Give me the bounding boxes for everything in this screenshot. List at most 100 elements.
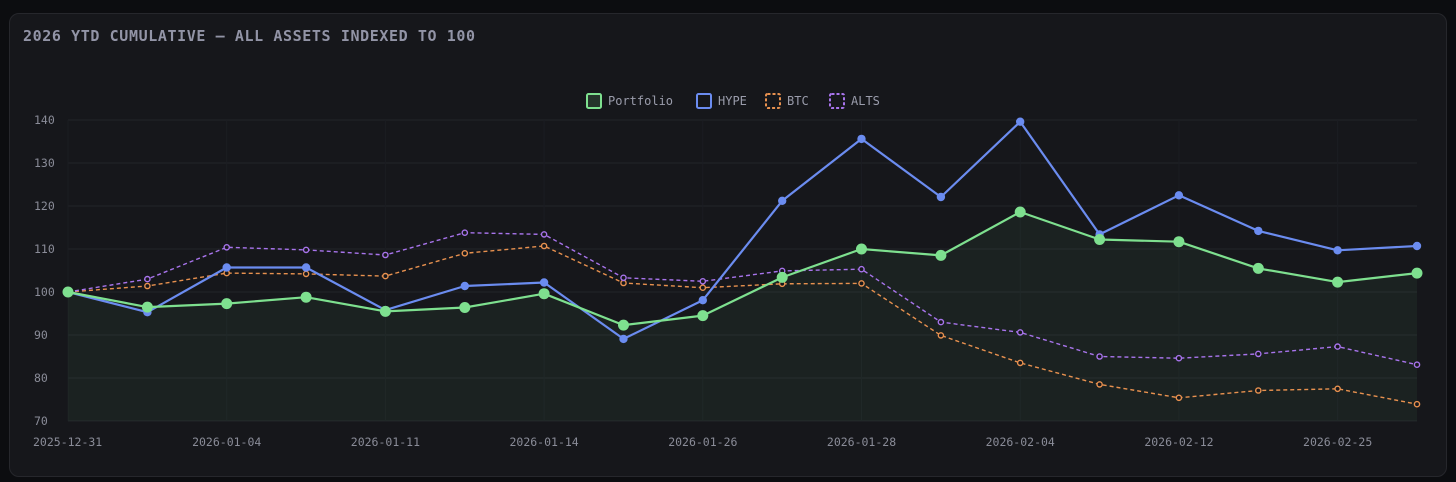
- data-point-btc[interactable]: [858, 280, 865, 287]
- data-point-btc[interactable]: [1334, 385, 1341, 393]
- data-point-btc[interactable]: [382, 272, 389, 280]
- data-point-alts[interactable]: [540, 231, 548, 238]
- data-point-alts[interactable]: [1096, 353, 1103, 360]
- legend-label: Portfolio: [608, 94, 673, 108]
- data-point-btc[interactable]: [1413, 400, 1421, 408]
- data-point-alts[interactable]: [461, 229, 469, 236]
- data-point-hype[interactable]: [1412, 241, 1422, 251]
- y-tick-label: 110: [34, 242, 55, 256]
- series-line-portfolio: [67, 210, 1418, 327]
- data-point-alts[interactable]: [1413, 361, 1421, 369]
- data-point-btc[interactable]: [1255, 387, 1262, 394]
- data-point-hype[interactable]: [1254, 226, 1263, 236]
- data-point-hype[interactable]: [301, 263, 311, 272]
- data-point-portfolio[interactable]: [62, 286, 74, 298]
- data-point-alts[interactable]: [223, 243, 230, 251]
- legend-swatch-alts: [829, 93, 845, 109]
- legend-item-portfolio[interactable]: Portfolio: [586, 93, 673, 109]
- data-point-btc[interactable]: [461, 249, 469, 257]
- data-point-hype[interactable]: [1174, 191, 1184, 200]
- data-point-alts[interactable]: [1175, 354, 1183, 362]
- data-point-hype[interactable]: [857, 134, 866, 144]
- x-tick-label: 2025-12-31: [33, 435, 102, 449]
- x-tick-label: 2026-01-04: [192, 435, 261, 449]
- portfolio-area-fill: [68, 212, 1417, 421]
- chart-title: 2026 YTD CUMULATIVE — ALL ASSETS INDEXED…: [23, 27, 476, 45]
- legend-item-btc[interactable]: BTC: [765, 93, 809, 109]
- data-point-btc[interactable]: [937, 332, 945, 339]
- y-tick-label: 140: [34, 113, 55, 127]
- data-point-portfolio[interactable]: [1411, 267, 1423, 279]
- data-point-portfolio[interactable]: [538, 288, 550, 300]
- data-point-alts[interactable]: [302, 246, 310, 254]
- data-point-portfolio[interactable]: [1173, 236, 1185, 248]
- axis-layer: 70 80 90 100 110 120 130 140 2025-12-31 2026-01-0…: [33, 113, 1372, 449]
- data-point-hype[interactable]: [222, 263, 231, 272]
- data-point-portfolio[interactable]: [776, 271, 788, 283]
- data-point-btc[interactable]: [1016, 359, 1024, 367]
- data-point-hype[interactable]: [1016, 117, 1025, 126]
- data-point-alts[interactable]: [937, 318, 945, 326]
- data-point-portfolio[interactable]: [300, 291, 312, 303]
- legend-label: BTC: [787, 94, 809, 108]
- legend-swatch-hype: [696, 93, 712, 109]
- data-point-portfolio[interactable]: [1332, 276, 1344, 288]
- y-tick-label: 80: [34, 371, 48, 385]
- legend-label: ALTS: [851, 94, 880, 108]
- data-point-portfolio[interactable]: [379, 305, 391, 317]
- data-point-alts[interactable]: [620, 274, 627, 282]
- data-point-btc[interactable]: [1096, 381, 1103, 388]
- y-tick-label: 120: [34, 199, 55, 213]
- chart-card: [9, 13, 1447, 477]
- data-point-portfolio[interactable]: [1094, 234, 1106, 245]
- data-point-portfolio[interactable]: [1252, 262, 1264, 274]
- point-layer: [62, 117, 1423, 408]
- y-tick-label: 90: [34, 328, 48, 342]
- data-point-hype[interactable]: [460, 281, 469, 291]
- data-point-hype[interactable]: [619, 334, 628, 344]
- x-tick-label: 2026-02-04: [986, 435, 1055, 449]
- y-tick-label: 100: [34, 285, 55, 299]
- data-point-alts[interactable]: [144, 275, 151, 283]
- legend-label: HYPE: [718, 94, 747, 108]
- data-point-portfolio[interactable]: [459, 302, 471, 313]
- area-layer: [68, 212, 1417, 421]
- data-point-portfolio[interactable]: [141, 301, 153, 313]
- series-line-alts: [67, 231, 1418, 366]
- legend-item-alts[interactable]: ALTS: [829, 93, 880, 109]
- data-point-alts[interactable]: [1016, 329, 1024, 336]
- data-point-hype[interactable]: [936, 192, 946, 202]
- data-point-portfolio[interactable]: [221, 298, 233, 310]
- data-point-btc[interactable]: [699, 284, 707, 292]
- data-point-alts[interactable]: [382, 251, 389, 259]
- legend-swatch-btc: [765, 93, 781, 109]
- data-point-alts[interactable]: [699, 277, 707, 285]
- data-point-portfolio[interactable]: [697, 310, 709, 322]
- data-point-hype[interactable]: [698, 296, 707, 305]
- data-point-hype[interactable]: [539, 278, 549, 287]
- data-point-alts[interactable]: [1255, 350, 1262, 358]
- data-point-btc[interactable]: [302, 270, 310, 278]
- data-point-portfolio[interactable]: [618, 319, 629, 331]
- data-point-btc[interactable]: [1175, 394, 1183, 402]
- x-tick-label: 2026-01-26: [668, 435, 737, 449]
- y-tick-label: 130: [34, 156, 55, 170]
- x-tick-label: 2026-02-25: [1303, 435, 1372, 449]
- data-point-portfolio[interactable]: [1014, 206, 1026, 218]
- series-line-hype: [67, 120, 1418, 340]
- data-point-alts[interactable]: [1334, 343, 1341, 350]
- data-point-portfolio[interactable]: [856, 243, 867, 255]
- data-point-hype[interactable]: [1333, 246, 1342, 255]
- data-point-btc[interactable]: [144, 282, 151, 290]
- legend-item-hype[interactable]: HYPE: [696, 93, 747, 109]
- series-line-btc: [67, 245, 1418, 405]
- data-point-btc[interactable]: [540, 242, 548, 250]
- legend: Portfolio HYPE BTC ALTS: [586, 93, 880, 109]
- data-point-hype[interactable]: [778, 196, 787, 205]
- data-point-portfolio[interactable]: [935, 249, 947, 261]
- y-tick-label: 70: [34, 414, 48, 428]
- data-point-alts[interactable]: [858, 265, 865, 273]
- data-point-btc[interactable]: [620, 279, 627, 287]
- x-tick-label: 2026-01-28: [827, 435, 896, 449]
- x-tick-label: 2026-01-11: [351, 435, 420, 449]
